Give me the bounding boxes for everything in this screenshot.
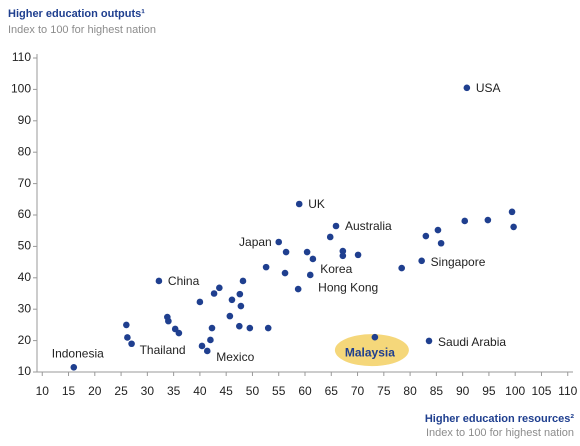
y-tick-label: 50 xyxy=(18,239,32,253)
point xyxy=(434,226,442,234)
chart-title: Higher education outputs¹ xyxy=(8,8,145,20)
point xyxy=(354,251,362,259)
x-tick-label: 40 xyxy=(193,384,207,398)
point xyxy=(175,329,183,337)
point xyxy=(303,248,311,256)
x-tick-label: 15 xyxy=(62,384,76,398)
point xyxy=(281,269,289,277)
point xyxy=(339,247,347,255)
x-tick-label: 65 xyxy=(325,384,339,398)
y-tick-label: 100 xyxy=(11,82,31,96)
point-label: Indonesia xyxy=(52,346,104,360)
point xyxy=(463,84,471,92)
y-tick-label: 110 xyxy=(12,50,31,64)
x-tick-label: 45 xyxy=(219,384,233,398)
point xyxy=(216,284,223,292)
point xyxy=(237,302,245,310)
highlight xyxy=(334,334,409,367)
point xyxy=(123,321,130,329)
point xyxy=(508,208,516,216)
point xyxy=(339,252,347,260)
point xyxy=(306,271,314,279)
point-label: USA xyxy=(476,81,501,95)
x-tick-label: 75 xyxy=(377,384,391,398)
point-label: UK xyxy=(308,197,325,211)
point xyxy=(236,322,243,330)
x-tick-label: 10 xyxy=(36,384,50,398)
point-label: Japan xyxy=(239,235,272,249)
point xyxy=(484,216,492,224)
x-axis-subtitle: Index to 100 for highest nation xyxy=(426,427,574,439)
point xyxy=(239,277,247,285)
y-tick-label: 40 xyxy=(18,270,32,284)
point xyxy=(282,248,290,256)
point-label: Australia xyxy=(345,219,392,233)
point xyxy=(203,347,211,355)
x-tick-label: 95 xyxy=(482,384,496,398)
point xyxy=(226,312,234,320)
x-tick-label: 80 xyxy=(403,384,417,398)
point xyxy=(208,324,216,332)
chart-subtitle: Index to 100 for highest nation xyxy=(8,24,156,36)
point xyxy=(294,285,302,293)
point-label: Thailand xyxy=(140,343,186,357)
x-tick-label: 100 xyxy=(505,384,525,398)
x-tick-label: 35 xyxy=(167,384,181,398)
y-tick-label: 70 xyxy=(18,176,32,190)
x-tick-label: 55 xyxy=(272,384,286,398)
point-label: Saudi Arabia xyxy=(438,335,506,349)
x-tick-label: 90 xyxy=(456,384,470,398)
point-label: Hong Kong xyxy=(318,280,378,294)
x-tick-label: 70 xyxy=(351,384,365,398)
point xyxy=(70,363,78,371)
point xyxy=(165,317,172,325)
x-tick-label: 110 xyxy=(558,384,577,398)
point-label: Korea xyxy=(320,262,352,276)
point-label: Mexico xyxy=(216,350,254,364)
point xyxy=(510,223,517,231)
x-axis-title: Higher education resources² xyxy=(425,413,574,425)
point xyxy=(262,263,270,271)
x-tick-label: 85 xyxy=(430,384,444,398)
point xyxy=(128,340,135,348)
point-label: China xyxy=(168,274,200,288)
y-tick-label: 90 xyxy=(18,113,32,127)
point xyxy=(422,232,430,240)
point xyxy=(437,239,445,247)
y-tick-label: 30 xyxy=(18,301,32,315)
point-label: Singapore xyxy=(431,255,486,269)
point xyxy=(246,324,254,332)
x-tick-label: 30 xyxy=(141,384,155,398)
point xyxy=(210,290,218,297)
x-tick-label: 50 xyxy=(246,384,260,398)
y-tick-label: 80 xyxy=(18,144,32,158)
y-tick-label: 10 xyxy=(18,364,32,378)
point xyxy=(425,337,433,345)
point xyxy=(418,257,425,265)
point xyxy=(275,238,283,246)
point xyxy=(155,277,163,285)
point xyxy=(196,298,204,306)
point xyxy=(264,324,272,332)
x-tick-label: 20 xyxy=(88,384,102,398)
point xyxy=(236,290,244,298)
x-tick-label: 25 xyxy=(114,384,128,398)
point xyxy=(332,222,340,230)
point xyxy=(295,200,303,208)
point xyxy=(207,336,214,344)
point xyxy=(398,264,405,272)
point xyxy=(371,333,379,341)
point xyxy=(198,342,206,350)
x-tick-label: 60 xyxy=(298,384,312,398)
point-label: Malaysia xyxy=(345,345,395,359)
y-tick-label: 60 xyxy=(18,207,32,221)
x-tick-label: 105 xyxy=(531,384,551,398)
y-tick-label: 20 xyxy=(18,333,32,347)
point xyxy=(326,233,334,241)
point xyxy=(124,334,131,341)
point xyxy=(228,296,236,304)
point xyxy=(461,217,469,225)
point xyxy=(309,255,317,263)
